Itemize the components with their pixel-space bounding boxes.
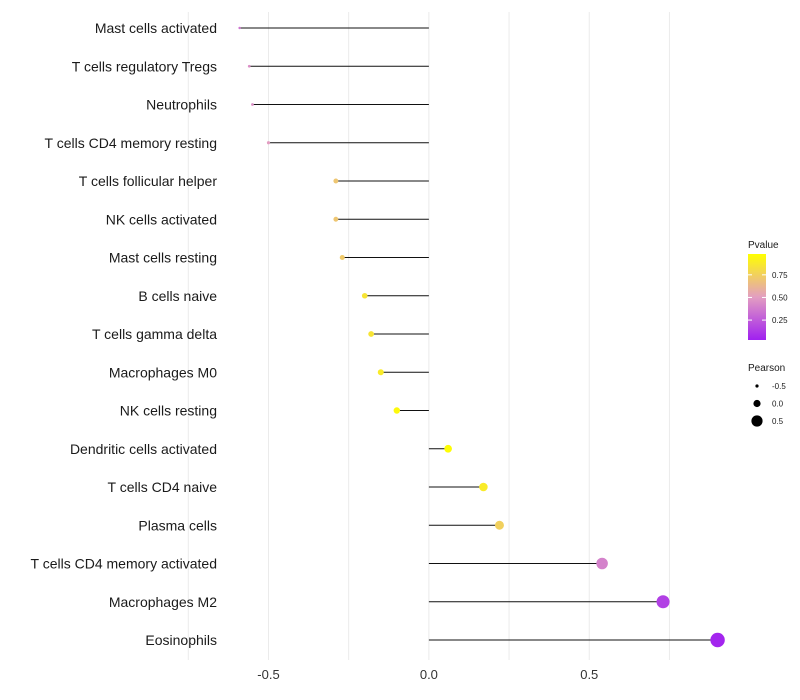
x-tick-label: 0.0: [420, 667, 438, 682]
colorbar-tick-label: 0.25: [772, 316, 788, 325]
lollipop-point: [333, 216, 339, 222]
category-label: T cells CD4 memory activated: [31, 556, 217, 572]
category-label: Plasma cells: [138, 517, 217, 533]
category-label: T cells gamma delta: [92, 326, 217, 342]
lollipop-point: [444, 444, 452, 453]
category-label: NK cells activated: [106, 211, 217, 227]
pvalue-legend: Pvalue 0.75 0.50 0.25: [748, 240, 788, 340]
grid-layer: [187, 12, 670, 660]
category-label: Mast cells activated: [95, 20, 217, 36]
lollipop-point: [656, 595, 670, 609]
lollipop-point: [368, 331, 375, 337]
lollipop-point: [361, 292, 368, 299]
category-label: Eosinophils: [145, 632, 217, 648]
category-label: T cells CD4 memory resting: [45, 135, 217, 151]
category-label: T cells CD4 naive: [108, 479, 218, 495]
category-label: T cells regulatory Tregs: [72, 58, 217, 74]
lollipop-point: [251, 103, 254, 106]
size-legend-key: [755, 384, 759, 388]
x-tick-label: -0.5: [257, 667, 279, 682]
lollipop-point: [393, 407, 401, 414]
size-legend-label: -0.5: [772, 382, 786, 391]
size-legend-key: [753, 399, 761, 408]
category-labels: Mast cells activated T cells regulatory T…: [31, 20, 218, 648]
lollipop-point: [247, 64, 251, 68]
category-label: Macrophages M0: [109, 364, 217, 380]
lollipop-point: [238, 26, 241, 30]
category-label: B cells naive: [138, 288, 217, 304]
size-legend-label: 0.5: [772, 417, 784, 426]
lollipop-point: [494, 520, 504, 530]
category-label: T cells follicular helper: [79, 173, 218, 189]
lollipop-point: [479, 482, 488, 492]
colorbar-tick-label: 0.50: [772, 293, 788, 302]
pvalue-colorbar: [748, 254, 766, 340]
lollipop-point: [339, 254, 345, 261]
category-label: Neutrophils: [146, 97, 217, 113]
lollipop-point: [266, 141, 271, 145]
x-tick-label: 0.5: [580, 667, 598, 682]
x-axis-ticks: -0.5 0.0 0.5: [257, 667, 598, 682]
category-label: NK cells resting: [120, 403, 217, 419]
size-legend-label: 0.0: [772, 400, 784, 409]
category-label: Dendritic cells activated: [70, 441, 217, 457]
lollipop-point: [710, 632, 725, 648]
lollipop-point: [377, 369, 384, 376]
lollipop-point: [333, 178, 339, 184]
pearson-legend-title: Pearson: [748, 363, 785, 374]
colorbar-tick-label: 0.75: [772, 271, 788, 280]
point-layer: [238, 26, 725, 648]
category-label: Mast cells resting: [109, 250, 217, 266]
stem-layer: [239, 27, 718, 641]
category-label: Macrophages M2: [109, 594, 217, 610]
size-legend-key: [751, 415, 763, 427]
pearson-legend: Pearson -0.5 0.0 0.5: [748, 363, 786, 427]
pvalue-legend-title: Pvalue: [748, 240, 779, 251]
lollipop-point: [596, 557, 608, 570]
